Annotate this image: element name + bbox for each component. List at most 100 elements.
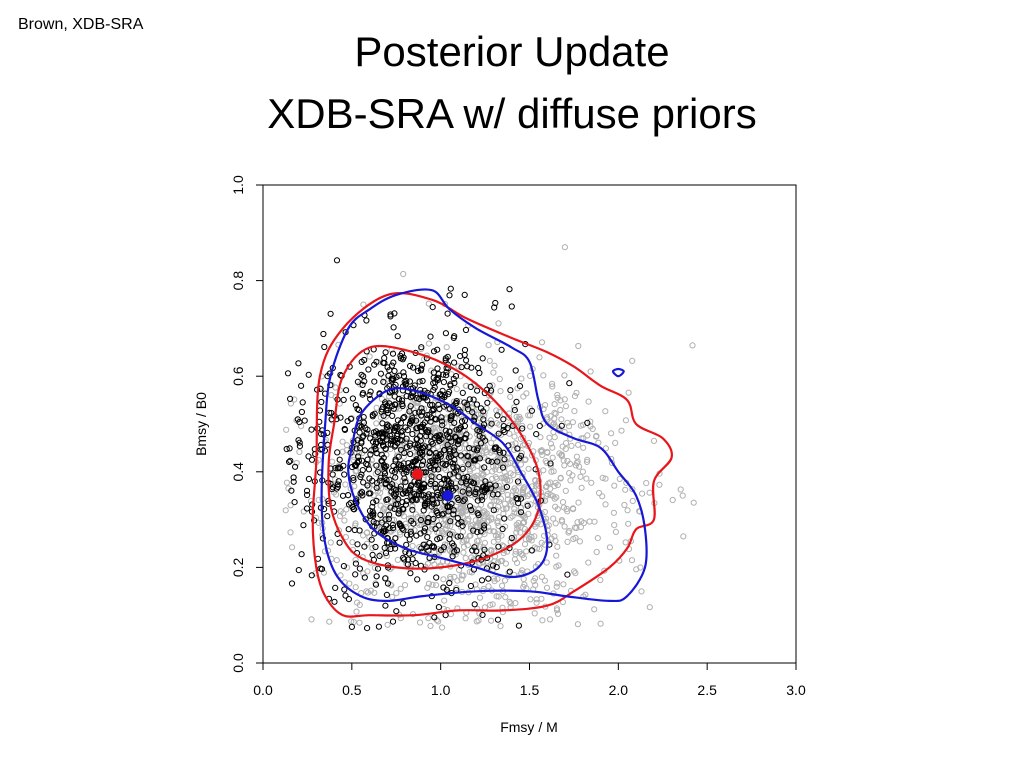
data-point [602,408,609,415]
data-point [511,404,518,411]
data-point [551,401,558,408]
data-point [359,434,366,441]
data-point [571,568,578,575]
data-point [446,547,454,555]
data-point [379,458,386,465]
data-point [418,462,426,469]
data-point [459,389,466,396]
data-point [452,400,459,407]
data-point [485,575,492,582]
data-point [381,355,388,362]
data-point [487,449,494,456]
data-point [419,408,426,415]
data-point [504,491,511,498]
data-point [451,359,458,366]
data-point [412,560,419,567]
data-point [532,523,539,530]
data-point [372,581,380,588]
data-point [461,291,468,298]
data-point [287,457,294,464]
data-point [527,501,534,508]
data-point [494,458,501,465]
data-point [669,496,676,504]
data-point [492,466,499,473]
data-point [352,571,359,578]
data-point [357,473,364,481]
data-point [503,505,510,512]
data-point [485,342,492,349]
data-point [547,460,554,467]
data-point [402,479,409,486]
data-point [449,540,456,547]
data-point [577,473,584,480]
data-point [356,619,363,626]
data-point [506,598,513,605]
data-point [377,474,384,481]
data-point [389,350,397,357]
x-tick-label-3: 1.5 [520,682,540,698]
data-point [446,292,453,299]
data-point [580,519,588,527]
data-point [519,487,526,494]
data-point [520,393,527,400]
data-point [465,453,472,460]
data-point [639,490,646,497]
data-point [448,485,455,492]
data-point [328,409,335,417]
data-point [468,463,475,470]
data-point [457,533,464,540]
data-point [367,460,374,467]
data-point [499,464,506,471]
data-point [547,413,554,420]
data-point [308,456,316,463]
data-point [300,522,307,529]
data-point [494,517,501,525]
data-point [650,437,658,444]
data-point [298,423,305,430]
data-point [354,541,361,548]
data-point [339,492,347,499]
data-point [445,478,452,485]
data-point [443,372,450,379]
data-point [340,396,347,403]
data-point [504,496,511,503]
data-point [435,435,442,442]
data-point [383,591,390,599]
data-point [399,402,406,410]
data-point [618,427,625,434]
data-point [390,427,398,434]
data-point [418,365,425,372]
data-point [298,408,305,416]
data-point [455,363,462,370]
data-point [625,520,632,527]
data-point [517,495,525,502]
data-point [416,378,423,385]
data-point [282,507,289,514]
data-point [371,378,378,385]
data-point [352,402,359,409]
data-point [367,490,374,497]
data-point [442,462,449,469]
data-point [533,599,540,606]
data-point [553,607,561,614]
data-point [416,423,423,431]
data-point [484,399,491,406]
data-point [399,525,406,532]
data-point [480,408,487,415]
data-point [414,576,421,583]
data-point [680,533,687,540]
data-point [298,382,305,389]
data-point [558,518,566,525]
data-point [428,503,435,510]
data-point [552,520,559,527]
data-point [465,406,472,413]
data-point [517,505,524,512]
data-point [568,442,575,449]
data-point [443,344,450,351]
data-point [532,582,539,589]
data-point [468,478,475,485]
data-point [397,355,404,362]
data-point [463,357,470,364]
data-point [576,538,584,545]
data-point [533,431,540,438]
